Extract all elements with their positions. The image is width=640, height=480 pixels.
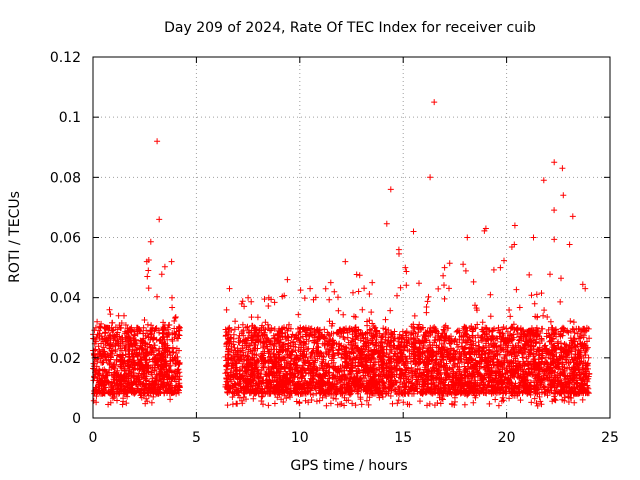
x-tick-label: 20	[498, 430, 516, 446]
y-tick-label: 0	[72, 411, 81, 427]
y-tick-label: 0.1	[59, 110, 81, 126]
y-tick-label: 0.04	[50, 291, 81, 307]
scatter-points	[90, 99, 593, 409]
y-tick-label: 0.08	[50, 170, 81, 186]
x-axis-ticks: 0 5 10 15 20 25	[89, 57, 619, 446]
x-tick-label: 0	[89, 430, 98, 446]
y-axis-label: ROTI / TECUs	[7, 191, 23, 283]
x-tick-label: 10	[291, 430, 309, 446]
x-tick-label: 5	[192, 430, 201, 446]
x-axis-label: GPS time / hours	[290, 458, 407, 474]
y-axis-ticks: 0 0.02 0.04 0.06 0.08 0.1 0.12	[50, 50, 610, 427]
chart-title: Day 209 of 2024, Rate Of TEC Index for r…	[164, 20, 536, 36]
y-tick-label: 0.02	[50, 351, 81, 367]
x-tick-label: 15	[394, 430, 412, 446]
data-points	[90, 99, 593, 409]
y-tick-label: 0.06	[50, 231, 81, 247]
y-tick-label: 0.12	[50, 50, 81, 66]
x-tick-label: 25	[601, 430, 619, 446]
